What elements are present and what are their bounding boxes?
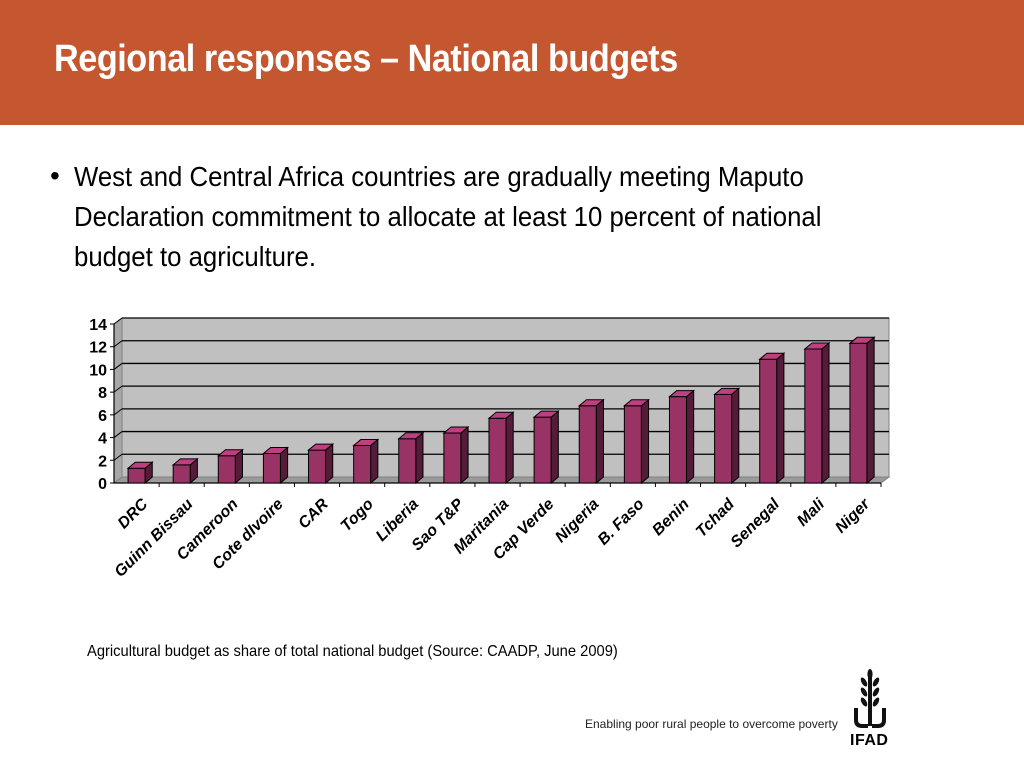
- bar-cap-verde: [532, 410, 560, 485]
- x-tick-label: Mali: [794, 495, 828, 529]
- y-tick-label: 14: [89, 317, 107, 334]
- bar-cote-divoire: [262, 446, 289, 485]
- ifad-logo-icon: [854, 669, 886, 728]
- y-tick-label: 8: [98, 385, 107, 402]
- bar-sao-t-p: [442, 425, 470, 485]
- chart-caption: Agricultural budget as share of total na…: [87, 643, 618, 660]
- bar-tchad: [713, 387, 741, 485]
- y-tick-label: 6: [98, 408, 107, 425]
- bar-nigeria: [577, 398, 605, 485]
- y-tick-label: 0: [98, 476, 107, 493]
- bullet-marker: •: [50, 160, 60, 191]
- x-tick-label: B. Faso: [595, 496, 648, 549]
- gridline-side: [113, 408, 123, 416]
- slide-title: Regional responses – National budgets: [54, 38, 678, 80]
- gridline-side: [113, 431, 123, 438]
- gridline-side: [113, 363, 123, 370]
- bar-maritania: [487, 411, 515, 485]
- bar-drc: [126, 461, 154, 485]
- x-tick-label: Guinn Bissau: [112, 496, 197, 581]
- bar-niger: [848, 336, 876, 485]
- plot-side-wall: [113, 317, 123, 484]
- y-tick-label: 10: [89, 362, 107, 379]
- gridline-side: [113, 453, 123, 461]
- bar-liberia: [397, 431, 425, 485]
- ifad-logo-text: IFAD: [850, 732, 889, 749]
- bar-car: [307, 442, 335, 485]
- bar-mali: [803, 341, 831, 485]
- gridline-side: [113, 340, 123, 348]
- bar-b-faso: [622, 398, 650, 485]
- bullet-text: West and Central Africa countries are gr…: [74, 161, 822, 272]
- bar-benin: [668, 389, 696, 485]
- bar-cameroon: [216, 448, 244, 485]
- gridline-side: [113, 385, 123, 393]
- x-tick-label: Nigeria: [552, 496, 602, 546]
- bar-guinn-bissau: [171, 457, 199, 485]
- x-tick-label: Niger: [832, 495, 873, 536]
- x-tick-label: CAR: [295, 495, 332, 532]
- gridline-side: [113, 317, 123, 325]
- x-tick-label: Benin: [649, 496, 693, 540]
- bar-senegal: [758, 352, 786, 485]
- x-tick-label: DRC: [115, 495, 152, 532]
- x-tick-label: Togo: [338, 496, 377, 535]
- title-bar: Regional responses – National budgets: [0, 0, 1024, 125]
- bar-togo: [352, 438, 380, 485]
- x-tick-label: Senegal: [728, 495, 784, 551]
- y-tick-label: 2: [98, 453, 107, 470]
- y-tick-label: 4: [98, 431, 107, 448]
- y-tick-label: 12: [89, 340, 107, 357]
- tagline: Enabling poor rural people to overcome p…: [585, 717, 838, 731]
